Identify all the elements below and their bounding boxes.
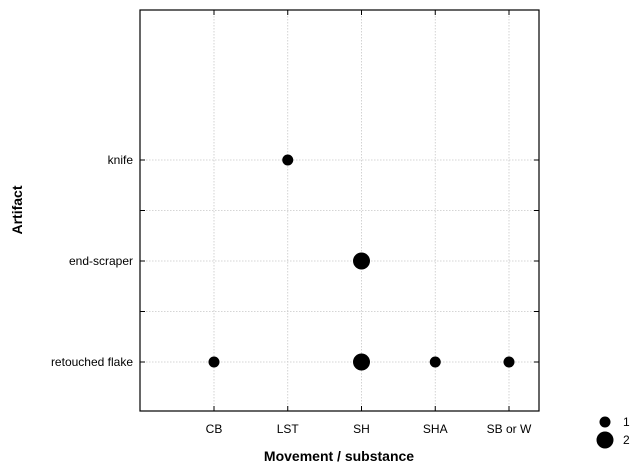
x-tick-label: CB <box>206 422 223 436</box>
data-point <box>353 353 370 371</box>
x-tick-label: SHA <box>423 422 448 436</box>
x-tick-label: LST <box>277 422 300 436</box>
legend-label: 1 <box>623 415 630 429</box>
size-legend: 12 <box>596 415 630 449</box>
y-tick-label: retouched flake <box>51 355 133 369</box>
axis-ticks <box>140 10 539 411</box>
data-point <box>282 154 294 166</box>
gridlines <box>140 10 539 411</box>
data-point <box>353 252 370 270</box>
legend-marker <box>596 431 614 449</box>
data-points <box>208 154 515 371</box>
y-tick-label: knife <box>108 153 134 167</box>
data-point <box>429 356 441 368</box>
data-point <box>208 356 220 368</box>
x-tick-label: SB or W <box>487 422 532 436</box>
y-tick-labels: retouched flake end-scraper knife <box>51 153 133 369</box>
data-point <box>503 356 515 368</box>
legend-label: 2 <box>623 433 630 447</box>
x-tick-labels: CB LST SH SHA SB or W <box>206 422 532 436</box>
x-tick-label: SH <box>353 422 370 436</box>
y-tick-label: end-scraper <box>69 254 133 268</box>
y-axis-title: Artifact <box>9 185 25 234</box>
x-axis-title: Movement / substance <box>264 448 414 464</box>
legend-marker <box>599 416 611 428</box>
